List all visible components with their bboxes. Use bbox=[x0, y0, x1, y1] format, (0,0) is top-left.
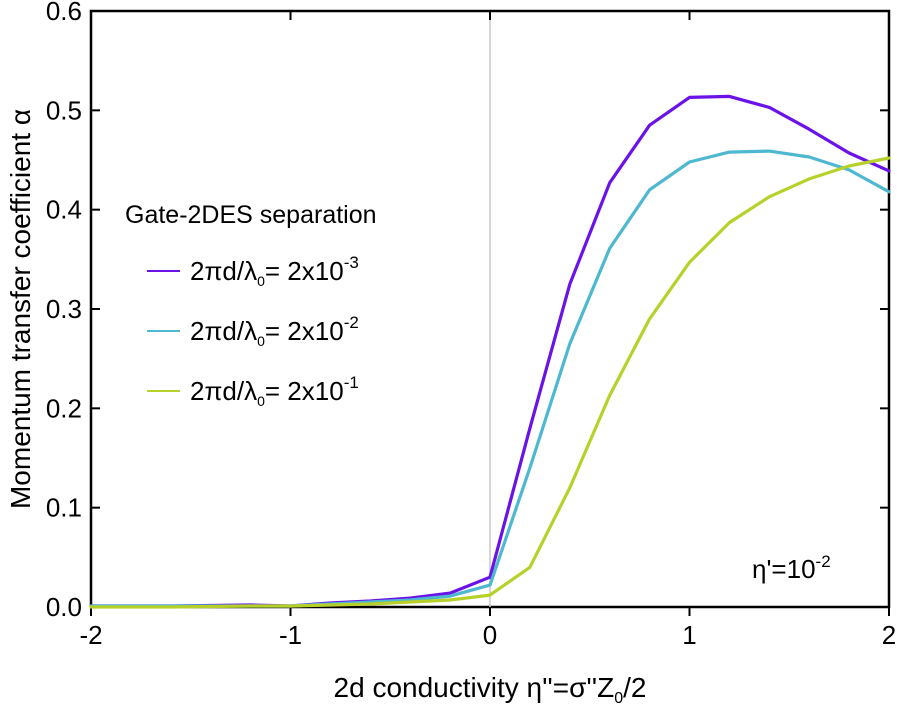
eta-prime-annotation: η'=10-2 bbox=[752, 552, 831, 584]
y-tick-label: 0.1 bbox=[46, 493, 82, 523]
x-tick-label: 2 bbox=[882, 620, 896, 650]
legend-label-1: 2πd/λ0= 2x10-3 bbox=[190, 253, 359, 289]
legend-label-2: 2πd/λ0= 2x10-2 bbox=[190, 313, 359, 349]
legend-title: Gate-2DES separation bbox=[125, 201, 377, 229]
legend-label-3: 2πd/λ0= 2x10-1 bbox=[190, 373, 359, 409]
series-line-3 bbox=[89, 156, 891, 609]
series-layer bbox=[89, 94, 891, 609]
y-tick-label: 0.4 bbox=[46, 195, 82, 225]
x-tick-label: 1 bbox=[682, 620, 696, 650]
y-tick-label: 0.5 bbox=[46, 95, 82, 125]
y-axis-title: Momentum transfer coefficient α bbox=[5, 109, 36, 509]
x-axis-title: 2d conductivity η''=σ''Z0/2 bbox=[334, 672, 647, 707]
legend: Gate-2DES separation 2πd/λ0= 2x10-3 2πd/λ… bbox=[125, 201, 377, 409]
x-tick-label: 0 bbox=[483, 620, 497, 650]
y-tick-label: 0.2 bbox=[46, 393, 82, 423]
y-tick-label: 0.0 bbox=[46, 592, 82, 622]
axis-ticks: -2 -1 0 1 2 0.0 0.1 0.2 0.3 0.4 0.5 0.6 bbox=[46, 0, 896, 650]
x-tick-label: -1 bbox=[279, 620, 302, 650]
y-tick-label: 0.3 bbox=[46, 294, 82, 324]
y-tick-label: 0.6 bbox=[46, 0, 82, 26]
x-tick-label: -2 bbox=[79, 620, 102, 650]
